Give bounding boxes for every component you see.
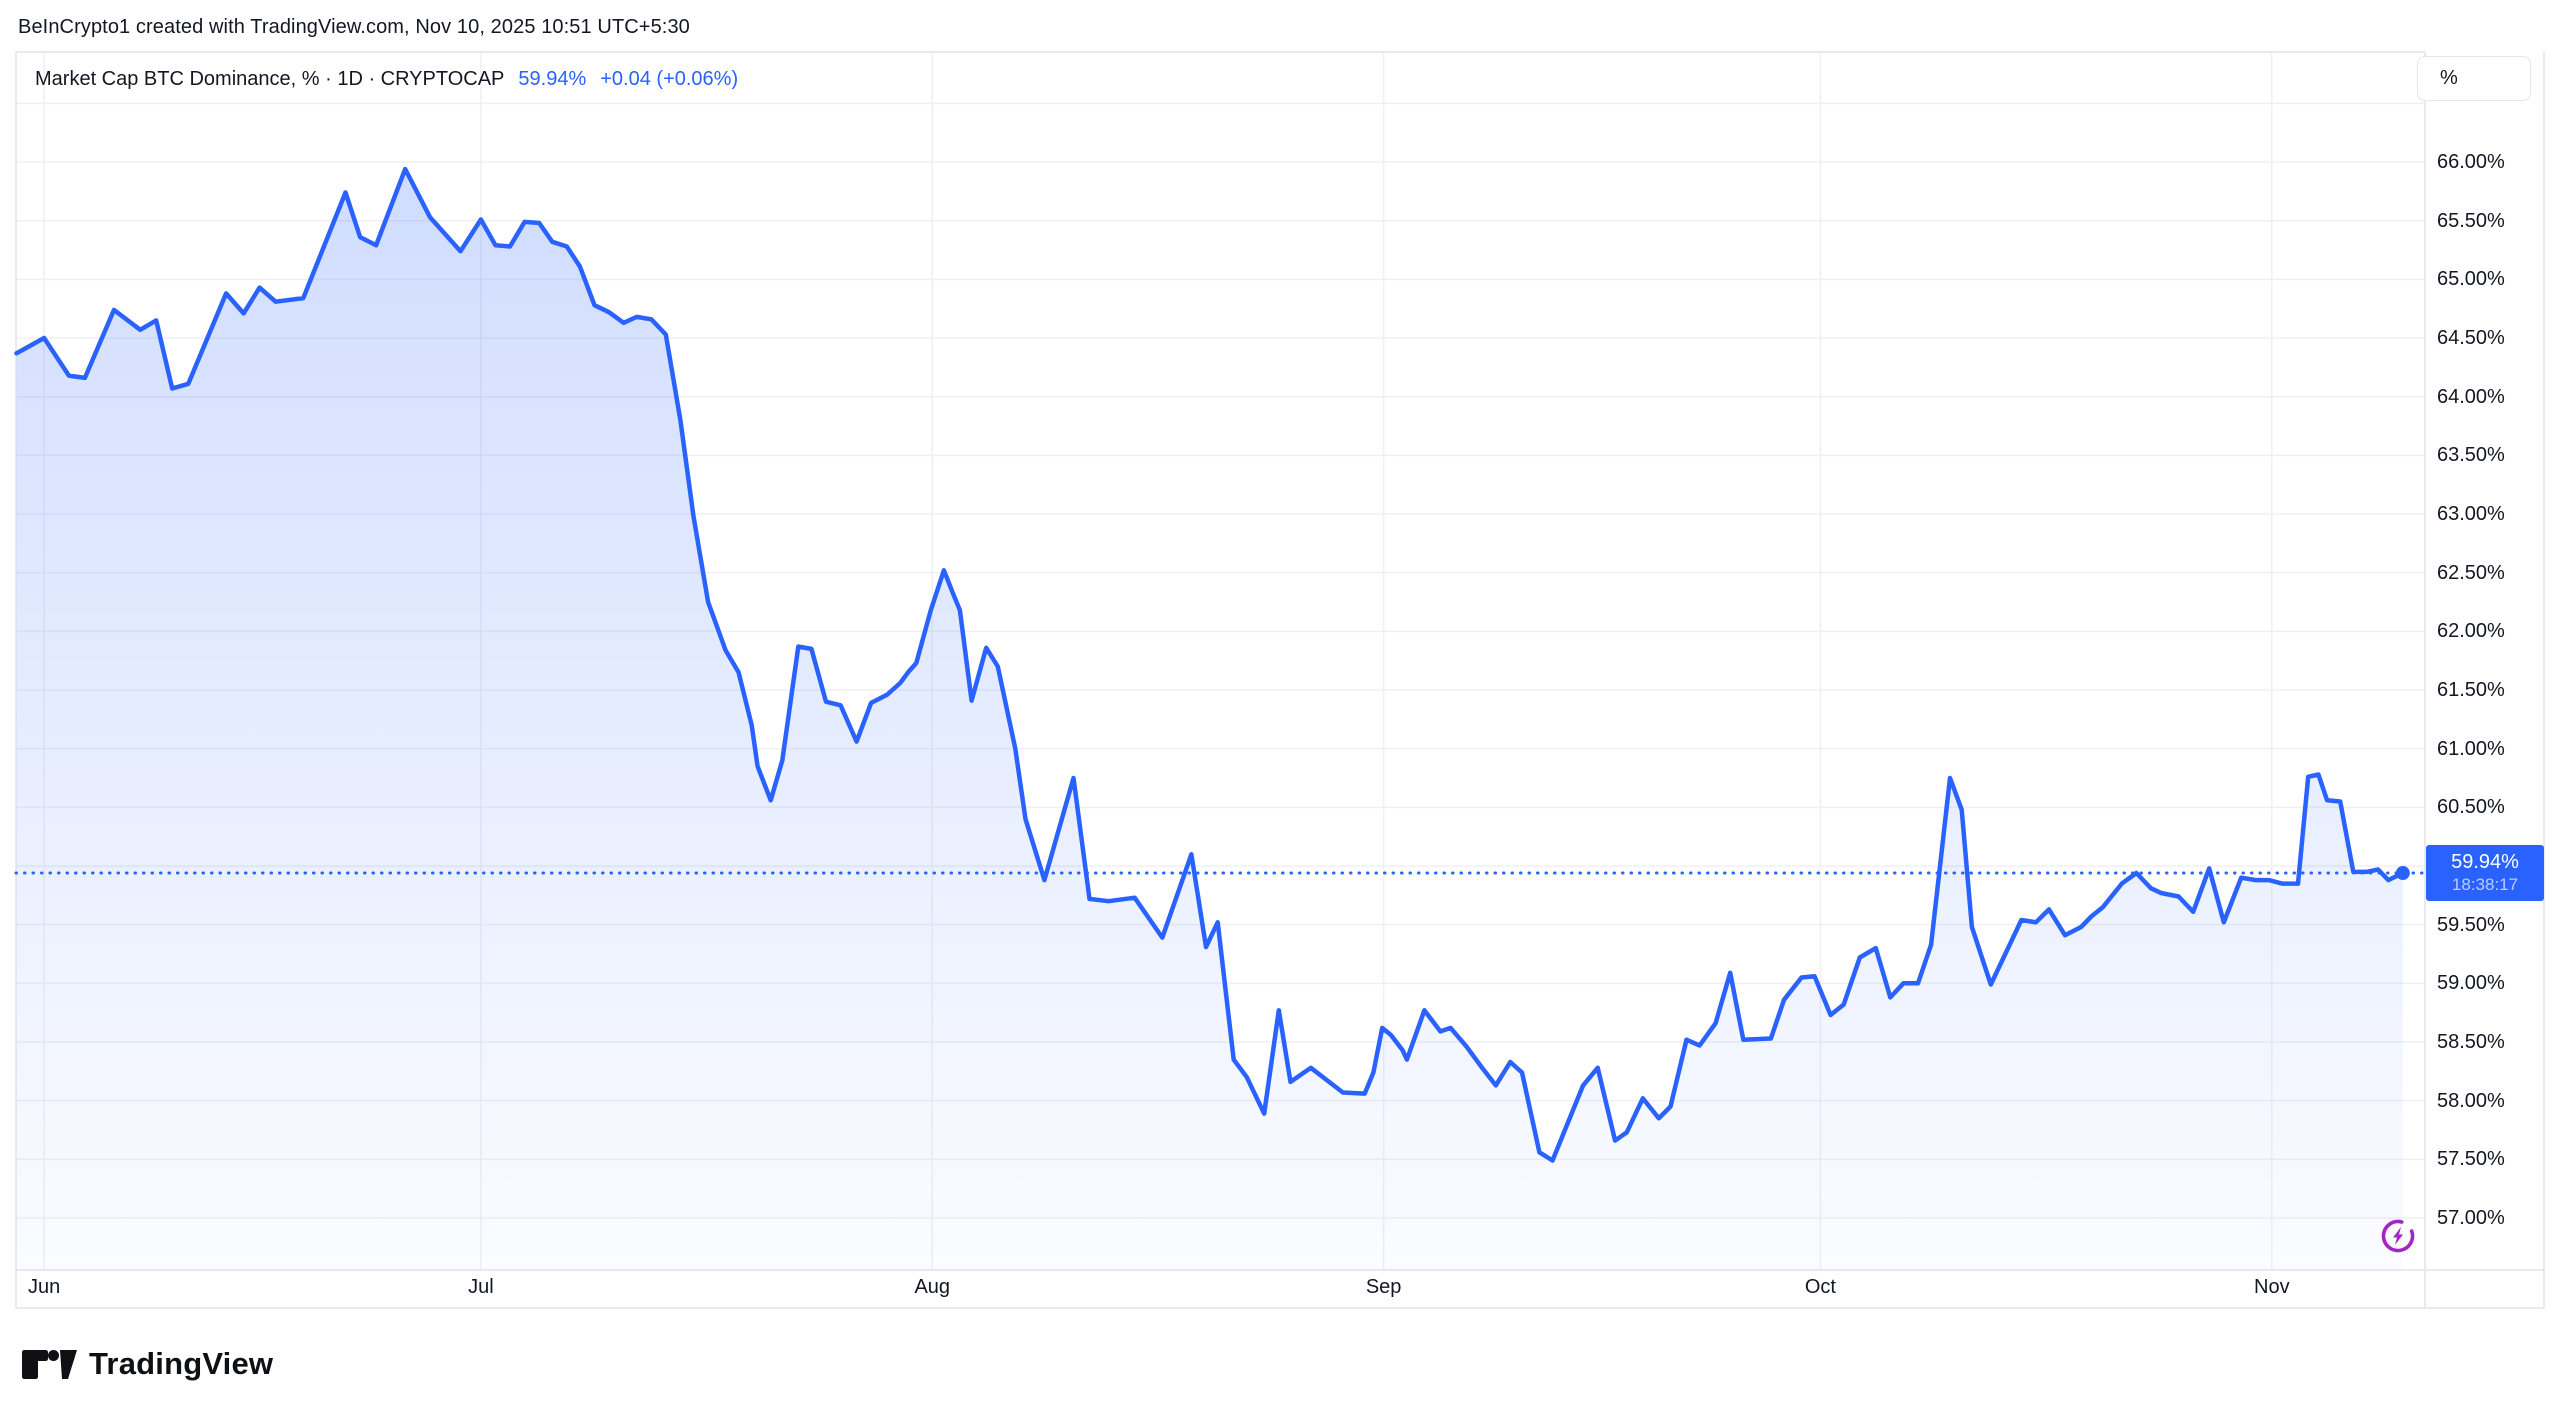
symbol-legend[interactable]: Market Cap BTC Dominance, % · 1D · CRYPT… — [35, 68, 738, 91]
price-axis-label: 59.50% — [2437, 913, 2505, 936]
price-axis-label: 63.00% — [2437, 503, 2505, 526]
price-axis-label: 61.50% — [2437, 679, 2505, 701]
price-axis-label: 59.00% — [2437, 972, 2505, 995]
tradingview-logo-text: TradingView — [89, 1346, 274, 1381]
attribution-text: BeInCrypto1 created with TradingView.com… — [18, 16, 690, 38]
time-axis-label-jun: Jun — [27, 1276, 61, 1298]
tradingview-logo-icon — [22, 1349, 77, 1379]
price-line — [14, 166, 2406, 1163]
legend-change: +0.04 (+0.06%) — [600, 68, 739, 90]
price-axis-label: 65.50% — [2437, 209, 2505, 232]
time-axis-label-sep: Sep — [1365, 1276, 1402, 1298]
legend-last-value: 59.94% — [518, 68, 587, 90]
area-fill — [16, 169, 2403, 1271]
price-axis-label: 58.00% — [2437, 1089, 2505, 1112]
price-axis-label: 63.50% — [2437, 444, 2505, 467]
last-price-value: 59.94% — [2451, 851, 2519, 874]
price-axis-label: 62.50% — [2437, 561, 2505, 584]
price-axis-label: 57.00% — [2437, 1207, 2505, 1229]
price-axis-label: 64.50% — [2437, 327, 2505, 350]
price-axis-label: 57.50% — [2437, 1148, 2505, 1171]
price-axis-label: 58.50% — [2437, 1031, 2505, 1053]
price-axis-label: 62.00% — [2437, 620, 2505, 643]
price-axis-label: 64.00% — [2437, 385, 2505, 408]
symbol-title: Market Cap BTC Dominance, % · 1D · CRYPT… — [35, 68, 505, 90]
time-axis-label-oct: Oct — [1804, 1276, 1836, 1298]
last-value-marker — [2395, 866, 2410, 881]
tradingview-logo[interactable]: TradingView — [22, 1346, 273, 1382]
price-axis-label: 60.50% — [2437, 796, 2505, 819]
price-axis-label: 65.00% — [2437, 268, 2505, 291]
realtime-data-icon[interactable] — [2381, 1219, 2415, 1253]
time-axis-label-aug: Aug — [914, 1276, 951, 1298]
percent-unit-button[interactable]: % — [2417, 56, 2531, 101]
time-axis-label-nov: Nov — [2254, 1276, 2290, 1298]
price-axis-label: 61.00% — [2437, 737, 2505, 760]
time-axis-label-jul: Jul — [468, 1276, 494, 1298]
last-price-badge: 59.94% 18:38:17 — [2426, 845, 2544, 902]
price-axis-label: 66.00% — [2437, 151, 2505, 174]
bar-countdown: 18:38:17 — [2451, 874, 2519, 894]
